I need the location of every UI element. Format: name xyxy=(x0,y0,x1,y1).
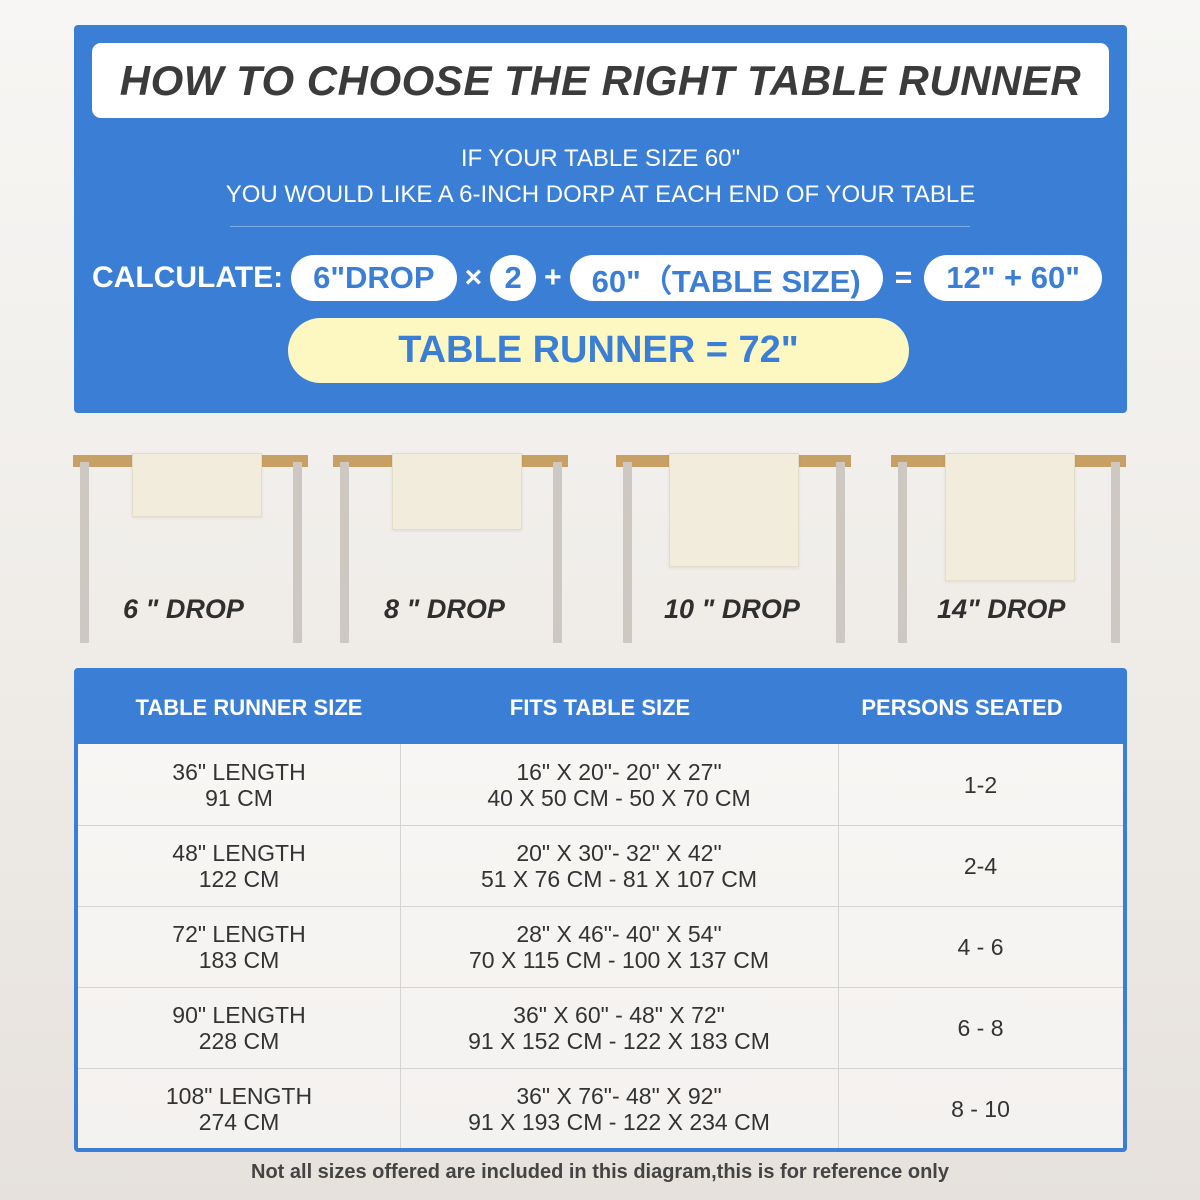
persons-value: 6 - 8 xyxy=(957,1015,1004,1041)
persons-value: 1-2 xyxy=(963,771,998,798)
multiplier-circle: 2 xyxy=(490,255,537,301)
drop-label: 6 " DROP xyxy=(123,594,244,624)
table-leg xyxy=(293,462,302,643)
header-persons-seated: PERSONS SEATED xyxy=(861,695,1063,720)
fits-cm: 91 X 193 CM - 122 X 234 CM xyxy=(468,1109,770,1135)
persons-cell: 8 - 10 xyxy=(838,1069,1123,1149)
header-fits-table-size: FITS TABLE SIZE xyxy=(509,695,691,720)
table-leg xyxy=(340,462,349,643)
fits-size-cell: 20" X 30"- 32" X 42" 51 X 76 CM - 81 X 10… xyxy=(400,826,838,906)
runner-cloth xyxy=(132,453,262,517)
persons-cell: 2-4 xyxy=(838,826,1123,906)
runner-length: 36" LENGTH xyxy=(172,758,306,785)
table-size-pill: 60"（TABLE SIZE) xyxy=(569,255,883,301)
column-divider xyxy=(400,744,401,1148)
drop-label: 8 " DROP xyxy=(384,594,505,624)
runner-length: 48" LENGTH xyxy=(172,840,306,866)
runner-size-cell: 36" LENGTH 91 CM xyxy=(78,744,400,825)
fits-cm: 40 X 50 CM - 50 X 70 CM xyxy=(487,784,751,811)
runner-cm: 228 CM xyxy=(198,1028,280,1054)
fits-cm: 91 X 152 CM - 122 X 183 CM xyxy=(468,1028,770,1054)
table-header: TABLE RUNNER SIZE FITS TABLE SIZE PERSON… xyxy=(78,672,1123,744)
table-row: 36" LENGTH 91 CM 16" X 20"- 20" X 27" 40 X… xyxy=(78,744,1123,825)
fits-size-cell: 16" X 20"- 20" X 27" 40 X 50 CM - 50 X 70… xyxy=(400,744,838,825)
table-row: 108" LENGTH 274 CM 36" X 76"- 48" X 92" 91… xyxy=(78,1068,1123,1149)
runner-cm: 274 CM xyxy=(198,1109,280,1135)
times-sign: × xyxy=(464,261,483,294)
persons-value: 4 - 6 xyxy=(957,934,1004,960)
runner-cm: 91 CM xyxy=(205,784,273,811)
plus-sign: + xyxy=(544,261,562,294)
calculation-row: CALCULATE: 6"DROP × 2 + 60"（TABLE SIZE) … xyxy=(92,255,1102,301)
fits-inches: 20" X 30"- 32" X 42" xyxy=(516,840,722,866)
runner-length: 72" LENGTH xyxy=(172,921,306,947)
fits-inches: 28" X 46"- 40" X 54" xyxy=(516,921,722,947)
runner-size-cell: 108" LENGTH 274 CM xyxy=(78,1069,400,1149)
divider xyxy=(230,226,970,227)
fits-inches: 36" X 60" - 48" X 72" xyxy=(513,1002,725,1028)
runner-cloth xyxy=(669,453,799,567)
persons-cell: 6 - 8 xyxy=(838,988,1123,1068)
column-divider xyxy=(838,744,839,1148)
fits-inches: 16" X 20"- 20" X 27" xyxy=(516,758,722,785)
fits-size-cell: 36" X 60" - 48" X 72" 91 X 152 CM - 122 X… xyxy=(400,988,838,1068)
runner-size-cell: 90" LENGTH 228 CM xyxy=(78,988,400,1068)
runner-length: 108" LENGTH xyxy=(165,1083,313,1109)
drop-pill: 6"DROP xyxy=(291,255,457,301)
table-row: 48" LENGTH 122 CM 20" X 30"- 32" X 42" 51 … xyxy=(78,825,1123,906)
header-runner-size: TABLE RUNNER SIZE xyxy=(135,695,363,720)
runner-cm: 183 CM xyxy=(198,947,280,973)
intro-line-2: YOU WOULD LIKE A 6-INCH DORP AT EACH END… xyxy=(225,181,976,208)
runner-cm: 122 CM xyxy=(198,866,280,892)
table-leg xyxy=(898,462,907,643)
table-leg xyxy=(623,462,632,643)
runner-length: 90" LENGTH xyxy=(172,1002,306,1028)
sum-pill: 12" + 60" xyxy=(924,255,1102,301)
table-row: 72" LENGTH 183 CM 28" X 46"- 40" X 54" 70 … xyxy=(78,906,1123,987)
fits-size-cell: 36" X 76"- 48" X 92" 91 X 193 CM - 122 X … xyxy=(400,1069,838,1149)
footnote: Not all sizes offered are included in th… xyxy=(251,1161,949,1183)
calculate-label: CALCULATE: xyxy=(92,261,284,294)
persons-cell: 1-2 xyxy=(838,744,1123,825)
drop-label: 10 " DROP xyxy=(664,594,800,624)
runner-cloth xyxy=(945,453,1075,581)
table-leg xyxy=(1111,462,1120,643)
table-leg xyxy=(836,462,845,643)
drop-label: 14" DROP xyxy=(937,594,1066,624)
result-pill: TABLE RUNNER = 72" xyxy=(288,318,909,383)
persons-cell: 4 - 6 xyxy=(838,907,1123,987)
table-leg xyxy=(553,462,562,643)
fits-cm: 51 X 76 CM - 81 X 107 CM xyxy=(480,866,758,892)
intro-line-1: IF YOUR TABLE SIZE 60" xyxy=(460,145,741,172)
fits-cm: 70 X 115 CM - 100 X 137 CM xyxy=(469,947,769,973)
persons-value: 8 - 10 xyxy=(951,1096,1010,1122)
fits-inches: 36" X 76"- 48" X 92" xyxy=(516,1083,722,1109)
runner-cloth xyxy=(392,453,522,530)
equals-sign: = xyxy=(894,261,913,294)
fits-size-cell: 28" X 46"- 40" X 54" 70 X 115 CM - 100 X … xyxy=(400,907,838,987)
runner-size-cell: 72" LENGTH 183 CM xyxy=(78,907,400,987)
page-title: HOW TO CHOOSE THE RIGHT TABLE RUNNER xyxy=(92,43,1109,118)
table-leg xyxy=(80,462,89,643)
runner-size-cell: 48" LENGTH 122 CM xyxy=(78,826,400,906)
size-table: TABLE RUNNER SIZE FITS TABLE SIZE PERSON… xyxy=(74,668,1127,1152)
persons-value: 2-4 xyxy=(963,853,998,879)
table-row: 90" LENGTH 228 CM 36" X 60" - 48" X 72" 91… xyxy=(78,987,1123,1068)
